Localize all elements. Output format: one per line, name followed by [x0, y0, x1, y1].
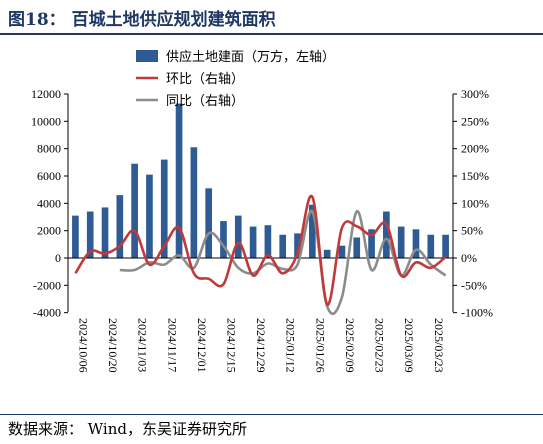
bar	[412, 229, 420, 258]
x-tick-label: 2024/10/20	[106, 318, 120, 373]
right-tick-label: 200%	[461, 142, 489, 156]
legend-label-yoy: 同比（右轴）	[166, 94, 244, 109]
bar	[442, 234, 449, 258]
left-tick-label: 10000	[31, 114, 61, 128]
bar	[383, 211, 390, 258]
bar	[146, 174, 153, 258]
legend-swatch-bar	[136, 50, 158, 62]
bar	[101, 207, 109, 258]
bar	[308, 204, 316, 258]
bar	[264, 225, 272, 258]
bar	[279, 234, 287, 258]
x-tick-label: 2025/03/23	[432, 318, 446, 373]
right-tick-label: 300%	[461, 87, 489, 101]
bar	[220, 221, 227, 258]
x-tick-label: 2025/01/12	[284, 318, 298, 373]
bar	[294, 233, 301, 258]
left-tick-label: 2000	[37, 224, 61, 238]
x-tick-label: 2025/02/09	[343, 318, 357, 373]
figure-header: 图18： 百城土地供应规划建筑面积	[0, 0, 543, 35]
bar	[131, 163, 138, 258]
bar	[205, 188, 213, 258]
left-tick-label: 8000	[37, 142, 61, 156]
x-tick-label: 2025/02/23	[373, 318, 387, 373]
right-tick-label: 0%	[461, 251, 477, 265]
left-tick-label: 6000	[37, 169, 61, 183]
x-tick-label: 2025/03/09	[402, 318, 416, 373]
bar	[368, 229, 375, 258]
right-tick-label: 100%	[461, 196, 489, 210]
x-tick-label: 2025/01/26	[313, 318, 327, 373]
right-tick-label: 50%	[461, 224, 483, 238]
left-tick-label: -4000	[33, 306, 61, 320]
right-tick-label: -100%	[461, 306, 493, 320]
x-tick-label: 2024/11/03	[136, 318, 150, 372]
source-note: 数据来源： Wind，东吴证券研究所	[8, 420, 247, 438]
left-tick-label: 0	[55, 251, 61, 265]
yoy-line	[119, 209, 447, 316]
left-tick-label: -2000	[33, 278, 61, 292]
bar	[86, 211, 94, 258]
source-rule	[0, 414, 543, 415]
figure-title: 图18： 百城土地供应规划建筑面积	[8, 10, 276, 30]
right-tick-label: 250%	[461, 114, 489, 128]
x-tick-label: 2024/12/01	[195, 318, 209, 373]
bar	[249, 226, 257, 258]
bar	[323, 249, 331, 258]
bar	[175, 103, 183, 258]
bar	[190, 147, 198, 258]
right-tick-label: 150%	[461, 169, 489, 183]
bar	[160, 159, 168, 258]
bar	[234, 215, 242, 258]
bar	[72, 215, 79, 258]
legend-label-bar: 供应土地建面（万方，左轴）	[166, 49, 335, 65]
title-rule	[0, 33, 543, 35]
x-tick-label: 2024/12/15	[224, 318, 238, 373]
x-tick-label: 2024/11/17	[165, 318, 179, 372]
bar	[338, 245, 346, 258]
legend-label-mom: 环比（右轴）	[166, 72, 244, 87]
bar	[427, 234, 435, 258]
right-tick-label: -50%	[461, 278, 487, 292]
bar	[116, 195, 124, 258]
x-tick-label: 2024/10/06	[76, 318, 90, 373]
mom-line	[74, 194, 447, 306]
x-tick-label: 2024/12/29	[254, 318, 268, 373]
left-tick-label: 4000	[37, 196, 61, 210]
bar	[353, 237, 361, 258]
bar	[397, 226, 405, 258]
left-tick-label: 12000	[31, 87, 61, 101]
